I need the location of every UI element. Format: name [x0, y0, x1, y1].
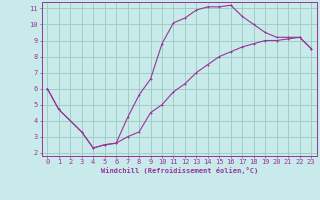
X-axis label: Windchill (Refroidissement éolien,°C): Windchill (Refroidissement éolien,°C) — [100, 167, 258, 174]
